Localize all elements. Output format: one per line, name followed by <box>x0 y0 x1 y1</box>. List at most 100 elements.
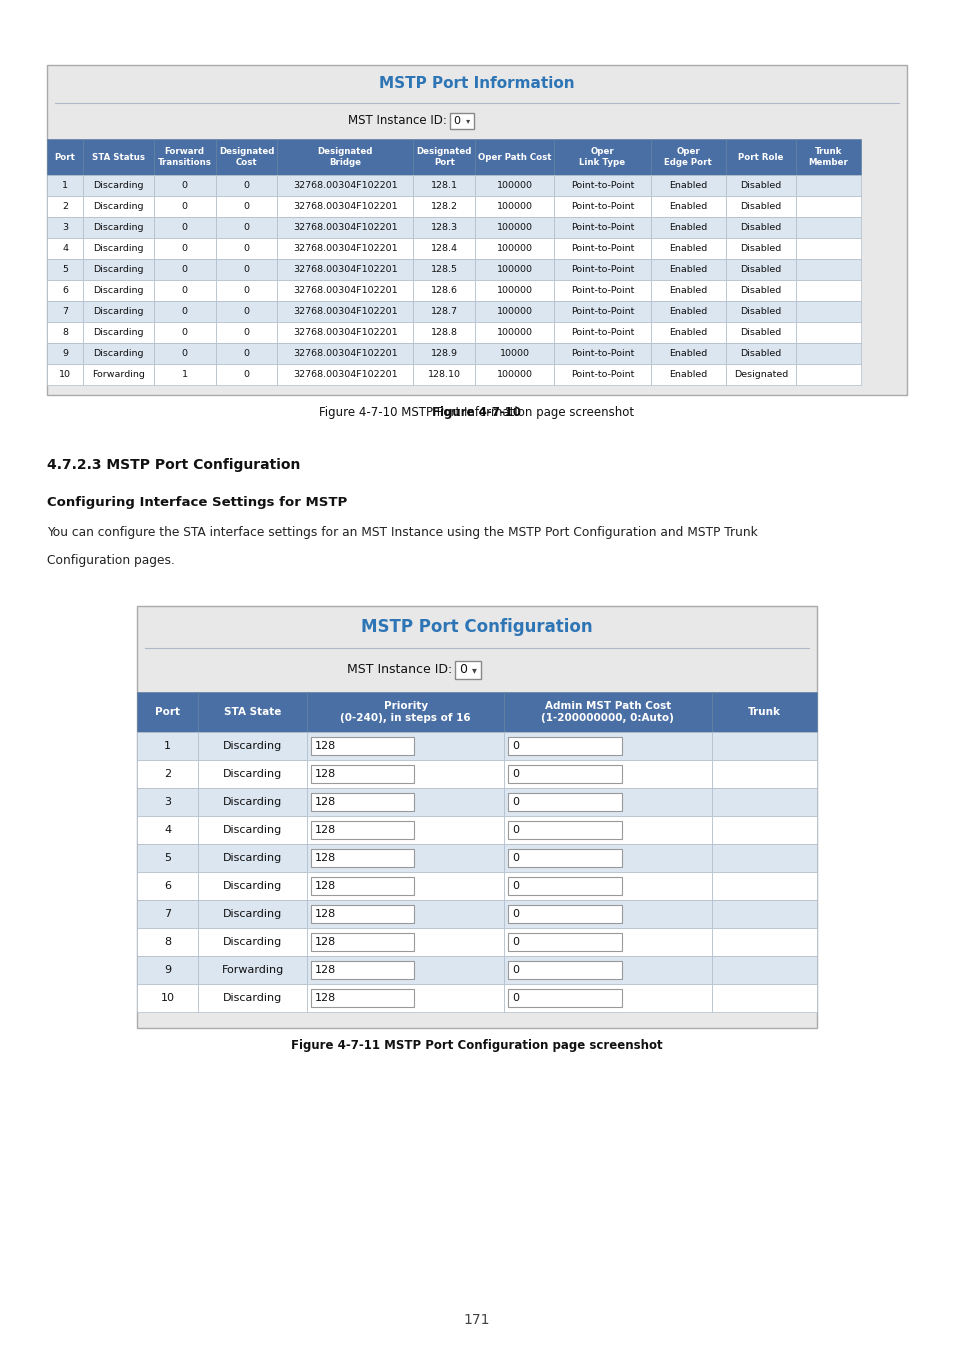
Text: Enabled: Enabled <box>668 328 706 338</box>
Text: Enabled: Enabled <box>668 370 706 379</box>
FancyBboxPatch shape <box>198 956 307 984</box>
FancyBboxPatch shape <box>215 301 277 323</box>
Text: 0: 0 <box>243 244 250 252</box>
FancyBboxPatch shape <box>795 238 860 259</box>
Text: 0: 0 <box>243 350 250 358</box>
FancyBboxPatch shape <box>277 196 413 217</box>
Text: 32768.00304F102201: 32768.00304F102201 <box>293 350 397 358</box>
FancyBboxPatch shape <box>413 238 475 259</box>
Text: MSTP Port Information: MSTP Port Information <box>378 77 575 92</box>
FancyBboxPatch shape <box>650 217 725 238</box>
FancyBboxPatch shape <box>277 176 413 196</box>
FancyBboxPatch shape <box>47 323 83 343</box>
Text: Discarding: Discarding <box>223 796 282 807</box>
Text: Enabled: Enabled <box>668 306 706 316</box>
FancyBboxPatch shape <box>153 217 215 238</box>
FancyBboxPatch shape <box>47 364 83 385</box>
FancyBboxPatch shape <box>198 872 307 900</box>
FancyBboxPatch shape <box>83 343 153 364</box>
FancyBboxPatch shape <box>475 364 554 385</box>
FancyBboxPatch shape <box>554 323 650 343</box>
FancyBboxPatch shape <box>307 760 504 788</box>
FancyBboxPatch shape <box>83 196 153 217</box>
FancyBboxPatch shape <box>137 872 198 900</box>
Text: 8: 8 <box>62 328 68 338</box>
Text: 10000: 10000 <box>499 350 529 358</box>
Text: 8: 8 <box>164 937 171 946</box>
Text: 0: 0 <box>512 741 518 751</box>
Text: Point-to-Point: Point-to-Point <box>570 306 634 316</box>
Text: 0: 0 <box>458 663 467 676</box>
Text: 0: 0 <box>181 181 188 190</box>
FancyBboxPatch shape <box>504 872 711 900</box>
Text: Discarding: Discarding <box>93 244 144 252</box>
Text: 0: 0 <box>181 350 188 358</box>
FancyBboxPatch shape <box>504 693 711 732</box>
Text: 100000: 100000 <box>497 181 533 190</box>
FancyBboxPatch shape <box>215 259 277 279</box>
Text: 0: 0 <box>512 882 518 891</box>
Text: Point-to-Point: Point-to-Point <box>570 244 634 252</box>
FancyBboxPatch shape <box>277 238 413 259</box>
FancyBboxPatch shape <box>277 323 413 343</box>
FancyBboxPatch shape <box>455 662 480 679</box>
Text: 2: 2 <box>62 202 68 211</box>
Text: Oper
Link Type: Oper Link Type <box>578 147 625 166</box>
Text: Disabled: Disabled <box>740 286 781 296</box>
Text: Port: Port <box>54 153 75 162</box>
FancyBboxPatch shape <box>137 900 198 927</box>
Text: Discarding: Discarding <box>223 994 282 1003</box>
FancyBboxPatch shape <box>795 343 860 364</box>
Text: Configuration pages.: Configuration pages. <box>47 555 174 567</box>
Text: Discarding: Discarding <box>223 853 282 863</box>
Text: 0: 0 <box>181 306 188 316</box>
FancyBboxPatch shape <box>215 343 277 364</box>
Text: Enabled: Enabled <box>668 223 706 232</box>
FancyBboxPatch shape <box>650 196 725 217</box>
Text: Enabled: Enabled <box>668 286 706 296</box>
Text: Discarding: Discarding <box>223 741 282 751</box>
Text: Enabled: Enabled <box>668 350 706 358</box>
Text: 1: 1 <box>164 741 171 751</box>
FancyBboxPatch shape <box>137 788 198 815</box>
Text: 6: 6 <box>62 286 68 296</box>
FancyBboxPatch shape <box>307 788 504 815</box>
FancyBboxPatch shape <box>725 217 795 238</box>
FancyBboxPatch shape <box>153 196 215 217</box>
FancyBboxPatch shape <box>215 323 277 343</box>
Text: 171: 171 <box>463 1314 490 1327</box>
FancyBboxPatch shape <box>198 732 307 760</box>
FancyBboxPatch shape <box>137 606 816 1027</box>
FancyBboxPatch shape <box>504 900 711 927</box>
FancyBboxPatch shape <box>137 815 198 844</box>
Text: 128: 128 <box>314 769 335 779</box>
FancyBboxPatch shape <box>277 279 413 301</box>
FancyBboxPatch shape <box>650 301 725 323</box>
Text: 32768.00304F102201: 32768.00304F102201 <box>293 181 397 190</box>
FancyBboxPatch shape <box>307 900 504 927</box>
FancyBboxPatch shape <box>554 196 650 217</box>
FancyBboxPatch shape <box>311 792 413 811</box>
FancyBboxPatch shape <box>650 343 725 364</box>
FancyBboxPatch shape <box>83 139 153 176</box>
Text: 7: 7 <box>62 306 68 316</box>
Text: Point-to-Point: Point-to-Point <box>570 328 634 338</box>
Text: Discarding: Discarding <box>93 202 144 211</box>
Text: Forwarding: Forwarding <box>91 370 145 379</box>
FancyBboxPatch shape <box>508 878 621 895</box>
Text: Designated
Cost: Designated Cost <box>218 147 274 166</box>
Text: 0: 0 <box>512 853 518 863</box>
FancyBboxPatch shape <box>47 176 83 196</box>
Text: Point-to-Point: Point-to-Point <box>570 202 634 211</box>
FancyBboxPatch shape <box>153 323 215 343</box>
Text: Discarding: Discarding <box>223 937 282 946</box>
Text: Point-to-Point: Point-to-Point <box>570 265 634 274</box>
FancyBboxPatch shape <box>711 927 816 956</box>
FancyBboxPatch shape <box>795 364 860 385</box>
FancyBboxPatch shape <box>215 176 277 196</box>
FancyBboxPatch shape <box>47 343 83 364</box>
FancyBboxPatch shape <box>795 301 860 323</box>
Text: Forwarding: Forwarding <box>221 965 283 975</box>
FancyBboxPatch shape <box>508 821 621 838</box>
Text: 128.8: 128.8 <box>431 328 457 338</box>
